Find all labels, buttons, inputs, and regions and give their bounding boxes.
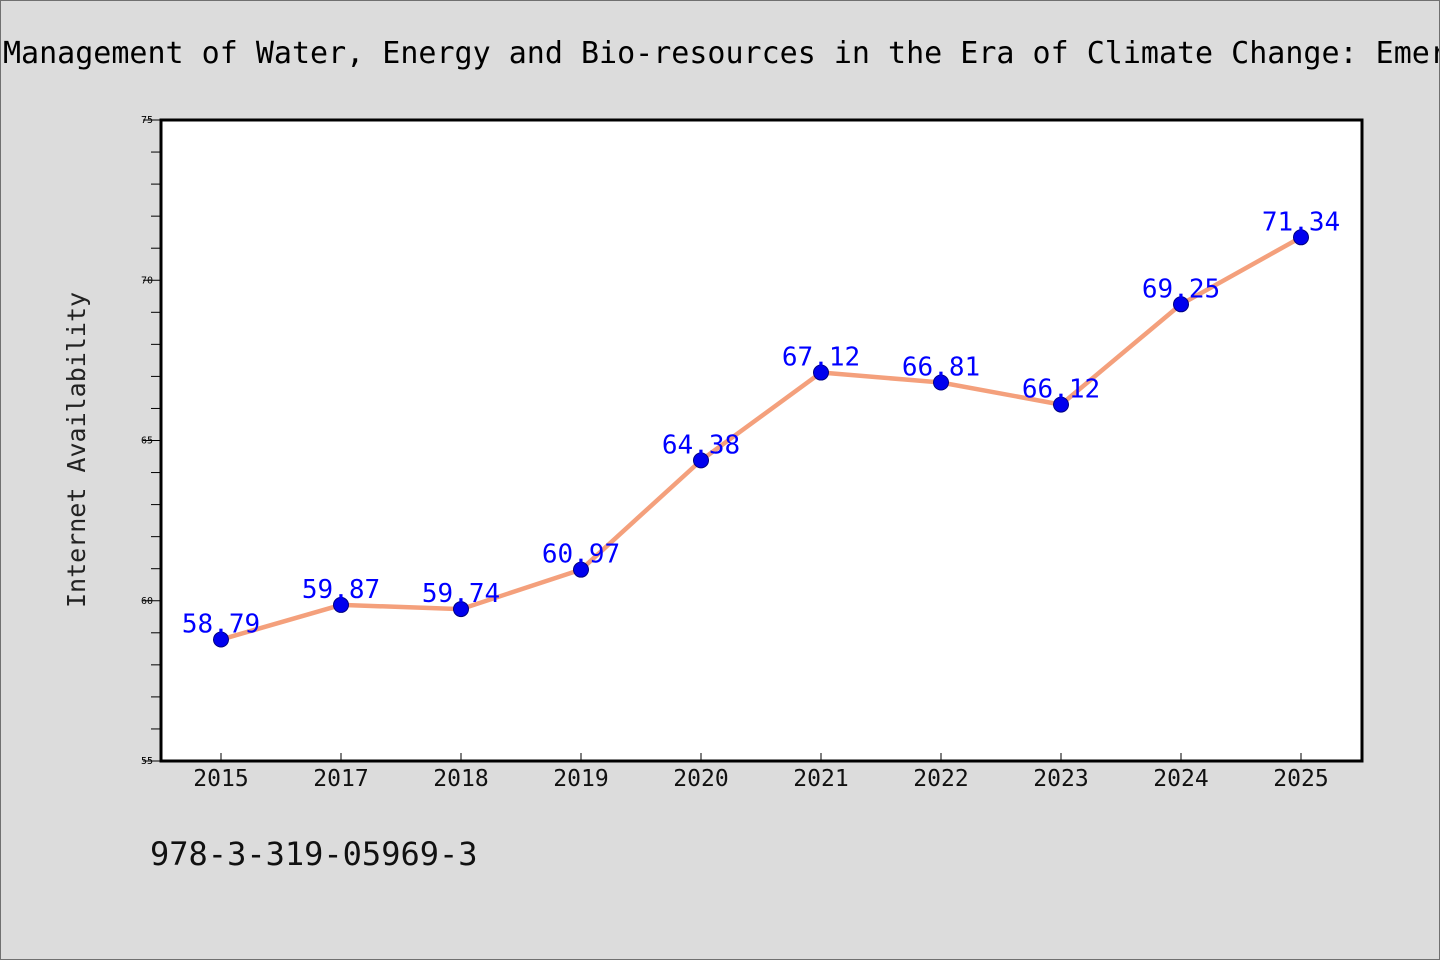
- y-tick-label: 60: [141, 596, 153, 607]
- x-axis: 2015 2017 2018 2019 2020 2021 2022 2023 2024 2025: [193, 753, 1329, 792]
- data-label: 66.81: [902, 352, 980, 382]
- data-label: 58.79: [182, 610, 260, 640]
- data-label: 59.74: [422, 579, 500, 609]
- x-tick-label: 2025: [1273, 766, 1328, 792]
- y-tick-label: 70: [141, 275, 153, 286]
- y-axis: 55 60 65 70 75: [141, 115, 161, 767]
- isbn-label: 978-3-319-05969-3: [150, 835, 478, 873]
- y-axis-label: Internet Availability: [62, 292, 91, 608]
- y-tick-label: 55: [141, 756, 153, 767]
- data-label: 67.12: [782, 343, 860, 373]
- data-label: 60.97: [542, 540, 620, 570]
- data-point: [333, 596, 349, 613]
- series-line: [218, 235, 1304, 642]
- data-point: [933, 374, 949, 391]
- x-tick-label: 2024: [1153, 766, 1208, 792]
- data-label: 69.25: [1142, 274, 1220, 304]
- x-tick-label: 2023: [1033, 766, 1088, 792]
- x-tick-label: 2015: [193, 766, 248, 792]
- plot-frame: [159, 118, 1364, 763]
- data-point: [573, 561, 589, 578]
- data-point: [1053, 396, 1069, 413]
- data-point: [1293, 229, 1309, 246]
- data-point: [693, 452, 709, 469]
- data-point: [1173, 296, 1189, 313]
- series-layer: 58.79 59.87 59.74 60.97 64.38 67.12 66.81 66.12…: [182, 207, 1340, 648]
- data-point: [453, 601, 469, 618]
- y-tick-label: 75: [141, 115, 153, 126]
- x-tick-label: 2018: [433, 766, 488, 792]
- x-tick-label: 2021: [793, 766, 848, 792]
- data-point: [813, 364, 829, 381]
- data-point: [213, 631, 229, 648]
- x-tick-label: 2019: [553, 766, 608, 792]
- data-label: 59.87: [302, 575, 380, 605]
- plot-area: [161, 120, 1362, 761]
- x-tick-label: 2017: [313, 766, 368, 792]
- x-tick-label: 2022: [913, 766, 968, 792]
- chart-title: Management of Water, Energy and Bio-reso…: [3, 36, 1440, 71]
- y-tick-label: 65: [141, 436, 153, 447]
- x-tick-label: 2020: [673, 766, 728, 792]
- data-label: 64.38: [662, 430, 740, 460]
- data-label: 71.34: [1262, 207, 1340, 237]
- data-label: 66.12: [1022, 375, 1100, 405]
